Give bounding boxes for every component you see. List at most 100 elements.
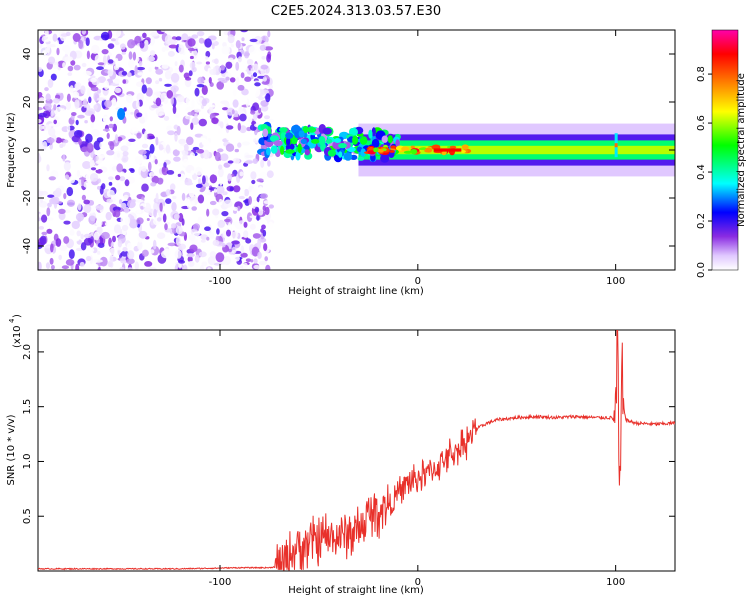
- noise-speckle: [208, 77, 212, 84]
- noise-speckle: [88, 215, 96, 225]
- noise-speckle: [76, 169, 81, 177]
- noise-speckle: [253, 258, 258, 264]
- noise-speckle: [134, 261, 139, 270]
- noise-speckle: [39, 235, 47, 246]
- noise-speckle: [86, 50, 90, 60]
- noise-speckle: [204, 226, 211, 231]
- snr-multiplier-label: (x10: [12, 325, 23, 348]
- noise-speckle: [174, 132, 178, 142]
- chart-title: C2E5.2024.313.03.57.E30: [271, 4, 441, 19]
- noise-speckle: [75, 119, 79, 126]
- noise-speckle: [76, 230, 81, 237]
- noise-speckle: [66, 186, 74, 197]
- noise-speckle: [164, 223, 168, 231]
- noise-speckle: [170, 96, 174, 105]
- noise-speckle: [45, 93, 51, 101]
- noise-speckle: [216, 228, 220, 235]
- noise-speckle: [96, 66, 104, 71]
- noise-speckle: [177, 173, 182, 177]
- noise-speckle: [120, 202, 127, 209]
- noise-speckle: [127, 267, 133, 270]
- noise-speckle: [113, 209, 121, 218]
- onset-blob: [262, 128, 269, 138]
- signal-peak: [410, 145, 415, 149]
- noise-speckle: [250, 74, 254, 80]
- noise-speckle: [167, 125, 172, 130]
- noise-speckle: [218, 164, 223, 170]
- noise-speckle: [53, 119, 57, 125]
- noise-speckle: [150, 249, 155, 254]
- noise-speckle: [100, 251, 107, 257]
- onset-blob: [307, 127, 317, 133]
- noise-speckle: [100, 31, 110, 41]
- noise-speckle: [243, 98, 248, 104]
- onset-blob: [381, 135, 388, 143]
- noise-speckle: [194, 113, 198, 118]
- noise-speckle: [262, 205, 266, 212]
- noise-speckle: [139, 116, 146, 124]
- noise-speckle: [152, 239, 157, 250]
- noise-speckle: [130, 127, 139, 134]
- noise-speckle: [45, 262, 51, 269]
- noise-speckle: [265, 264, 271, 270]
- noise-speckle: [136, 112, 143, 118]
- noise-speckle: [83, 199, 90, 205]
- noise-speckle: [115, 246, 122, 251]
- noise-speckle: [172, 195, 177, 200]
- noise-speckle: [215, 252, 225, 263]
- noise-speckle: [38, 97, 46, 106]
- noise-speckle: [207, 104, 216, 108]
- signal-peak: [461, 144, 469, 150]
- spike-peak: [614, 143, 618, 148]
- noise-speckle: [96, 97, 106, 101]
- noise-speckle: [80, 233, 84, 240]
- noise-speckle: [75, 212, 85, 222]
- noise-speckle: [81, 62, 87, 68]
- noise-speckle: [132, 51, 137, 61]
- noise-speckle: [181, 218, 185, 226]
- noise-speckle: [89, 173, 99, 182]
- noise-speckle: [121, 154, 129, 163]
- noise-speckle: [120, 145, 129, 152]
- noise-speckle: [227, 222, 232, 231]
- spectrogram-image: [38, 30, 675, 270]
- onset-blob: [279, 127, 288, 133]
- noise-speckle: [83, 204, 92, 214]
- noise-speckle: [196, 84, 205, 88]
- noise-speckle: [149, 98, 154, 106]
- snr-y-ticks: 0.5 1.0 1.5 2.0: [22, 344, 675, 524]
- noise-speckle: [199, 265, 204, 270]
- noise-speckle: [240, 30, 248, 33]
- noise-speckle: [198, 118, 207, 127]
- noise-speckle: [206, 208, 210, 217]
- noise-speckle: [52, 210, 57, 216]
- noise-speckle: [72, 91, 80, 99]
- noise-speckle: [62, 62, 66, 69]
- noise-speckle: [190, 122, 194, 130]
- noise-speckle: [48, 176, 56, 181]
- noise-speckle: [225, 76, 230, 81]
- noise-speckle: [252, 63, 259, 73]
- y-tick-label: 40: [22, 48, 33, 61]
- noise-speckle: [160, 191, 168, 198]
- noise-speckle: [204, 38, 212, 48]
- onset-blob: [368, 129, 373, 139]
- noise-speckle: [138, 230, 148, 239]
- noise-speckle: [155, 97, 162, 107]
- noise-speckle: [237, 56, 242, 63]
- noise-speckle: [211, 43, 215, 50]
- noise-speckle: [70, 210, 76, 218]
- noise-speckle: [90, 86, 99, 92]
- noise-speckle: [154, 91, 162, 96]
- noise-speckle: [145, 87, 153, 97]
- noise-speckle: [38, 186, 47, 192]
- noise-speckle: [264, 256, 269, 262]
- noise-speckle: [213, 188, 218, 193]
- noise-speckle: [126, 242, 132, 250]
- noise-speckle: [244, 51, 250, 59]
- noise-speckle: [256, 178, 264, 183]
- noise-speckle: [118, 171, 125, 177]
- noise-speckle: [108, 176, 114, 180]
- noise-speckle: [187, 111, 195, 116]
- noise-speckle: [41, 35, 51, 43]
